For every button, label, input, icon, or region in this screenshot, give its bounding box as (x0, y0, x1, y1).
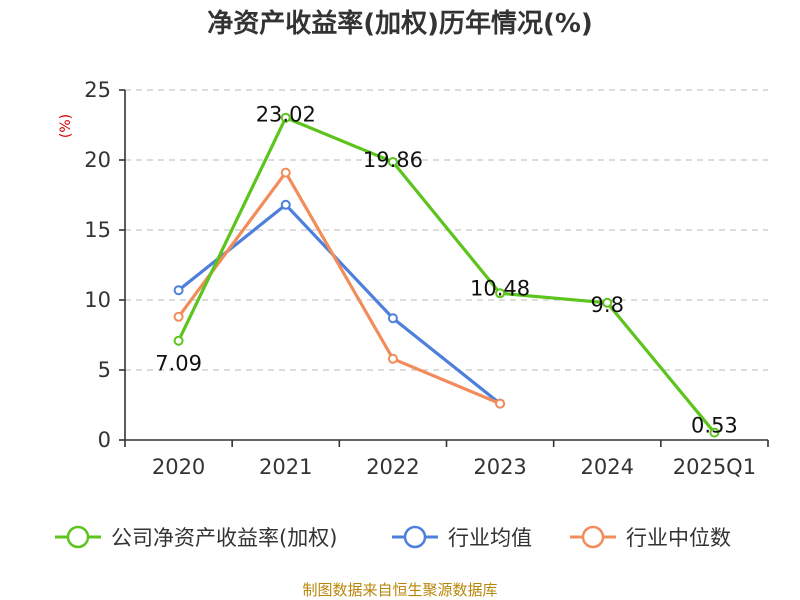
series-line-0 (177, 116, 716, 434)
series-line-1 (177, 203, 502, 405)
y-axis-label: (%) (58, 114, 74, 138)
y-tick-label: 25 (84, 78, 111, 102)
x-tick-label: 2024 (581, 455, 634, 479)
source-note: 制图数据来自恒生聚源数据库 (302, 581, 497, 599)
legend-item[interactable]: 公司净资产收益率(加权) (55, 525, 337, 550)
data-label: 0.53 (691, 414, 738, 438)
legend-item[interactable]: 行业均值 (392, 525, 532, 550)
legend-item[interactable]: 行业中位数 (570, 525, 731, 550)
x-tick-label: 2025Q1 (673, 455, 756, 479)
legend-label: 公司净资产收益率(加权) (111, 526, 337, 550)
data-point (387, 353, 398, 364)
data-label: 7.09 (155, 352, 202, 376)
y-tick-label: 20 (84, 148, 111, 172)
x-tick-label: 2022 (366, 455, 419, 479)
series (173, 112, 720, 438)
data-point (173, 335, 184, 346)
legend-marker-icon (403, 525, 427, 549)
data-point (602, 297, 613, 308)
x-tick-label: 2020 (152, 455, 205, 479)
chart-title: 净资产收益率(加权)历年情况(%) (207, 8, 593, 39)
y-tick-label: 10 (84, 288, 111, 312)
data-label: 10.48 (470, 276, 530, 300)
y-tick-label: 0 (98, 428, 111, 452)
data-point (173, 285, 184, 296)
data-point (387, 156, 398, 167)
data-point (280, 167, 291, 178)
data-label: 9.8 (591, 293, 624, 317)
data-label: 19.86 (363, 148, 423, 172)
data-label: 23.02 (256, 103, 316, 127)
data-labels: 7.09 23.02 19.86 10.48 9.8 0.53 (155, 103, 738, 438)
data-point (280, 199, 291, 210)
data-point (173, 311, 184, 322)
legend-label: 行业均值 (448, 526, 532, 550)
data-point (280, 112, 291, 123)
data-point (387, 313, 398, 324)
axes: 0 5 10 15 20 25 2020 2021 2022 2023 2024 2025Q1 (84, 78, 769, 479)
legend-marker-icon (581, 525, 605, 549)
legend-label: 行业中位数 (626, 526, 731, 550)
series-line-2 (177, 171, 501, 406)
legend-marker-icon (66, 525, 90, 549)
data-point (495, 398, 506, 409)
data-point (495, 288, 506, 299)
y-tick-label: 15 (84, 218, 111, 242)
x-tick-label: 2021 (259, 455, 312, 479)
x-tick-label: 2023 (473, 455, 526, 479)
data-point (709, 427, 720, 438)
legend[interactable]: 公司净资产收益率(加权) 行业均值 行业中位数 (55, 525, 731, 550)
y-tick-label: 5 (98, 358, 111, 382)
